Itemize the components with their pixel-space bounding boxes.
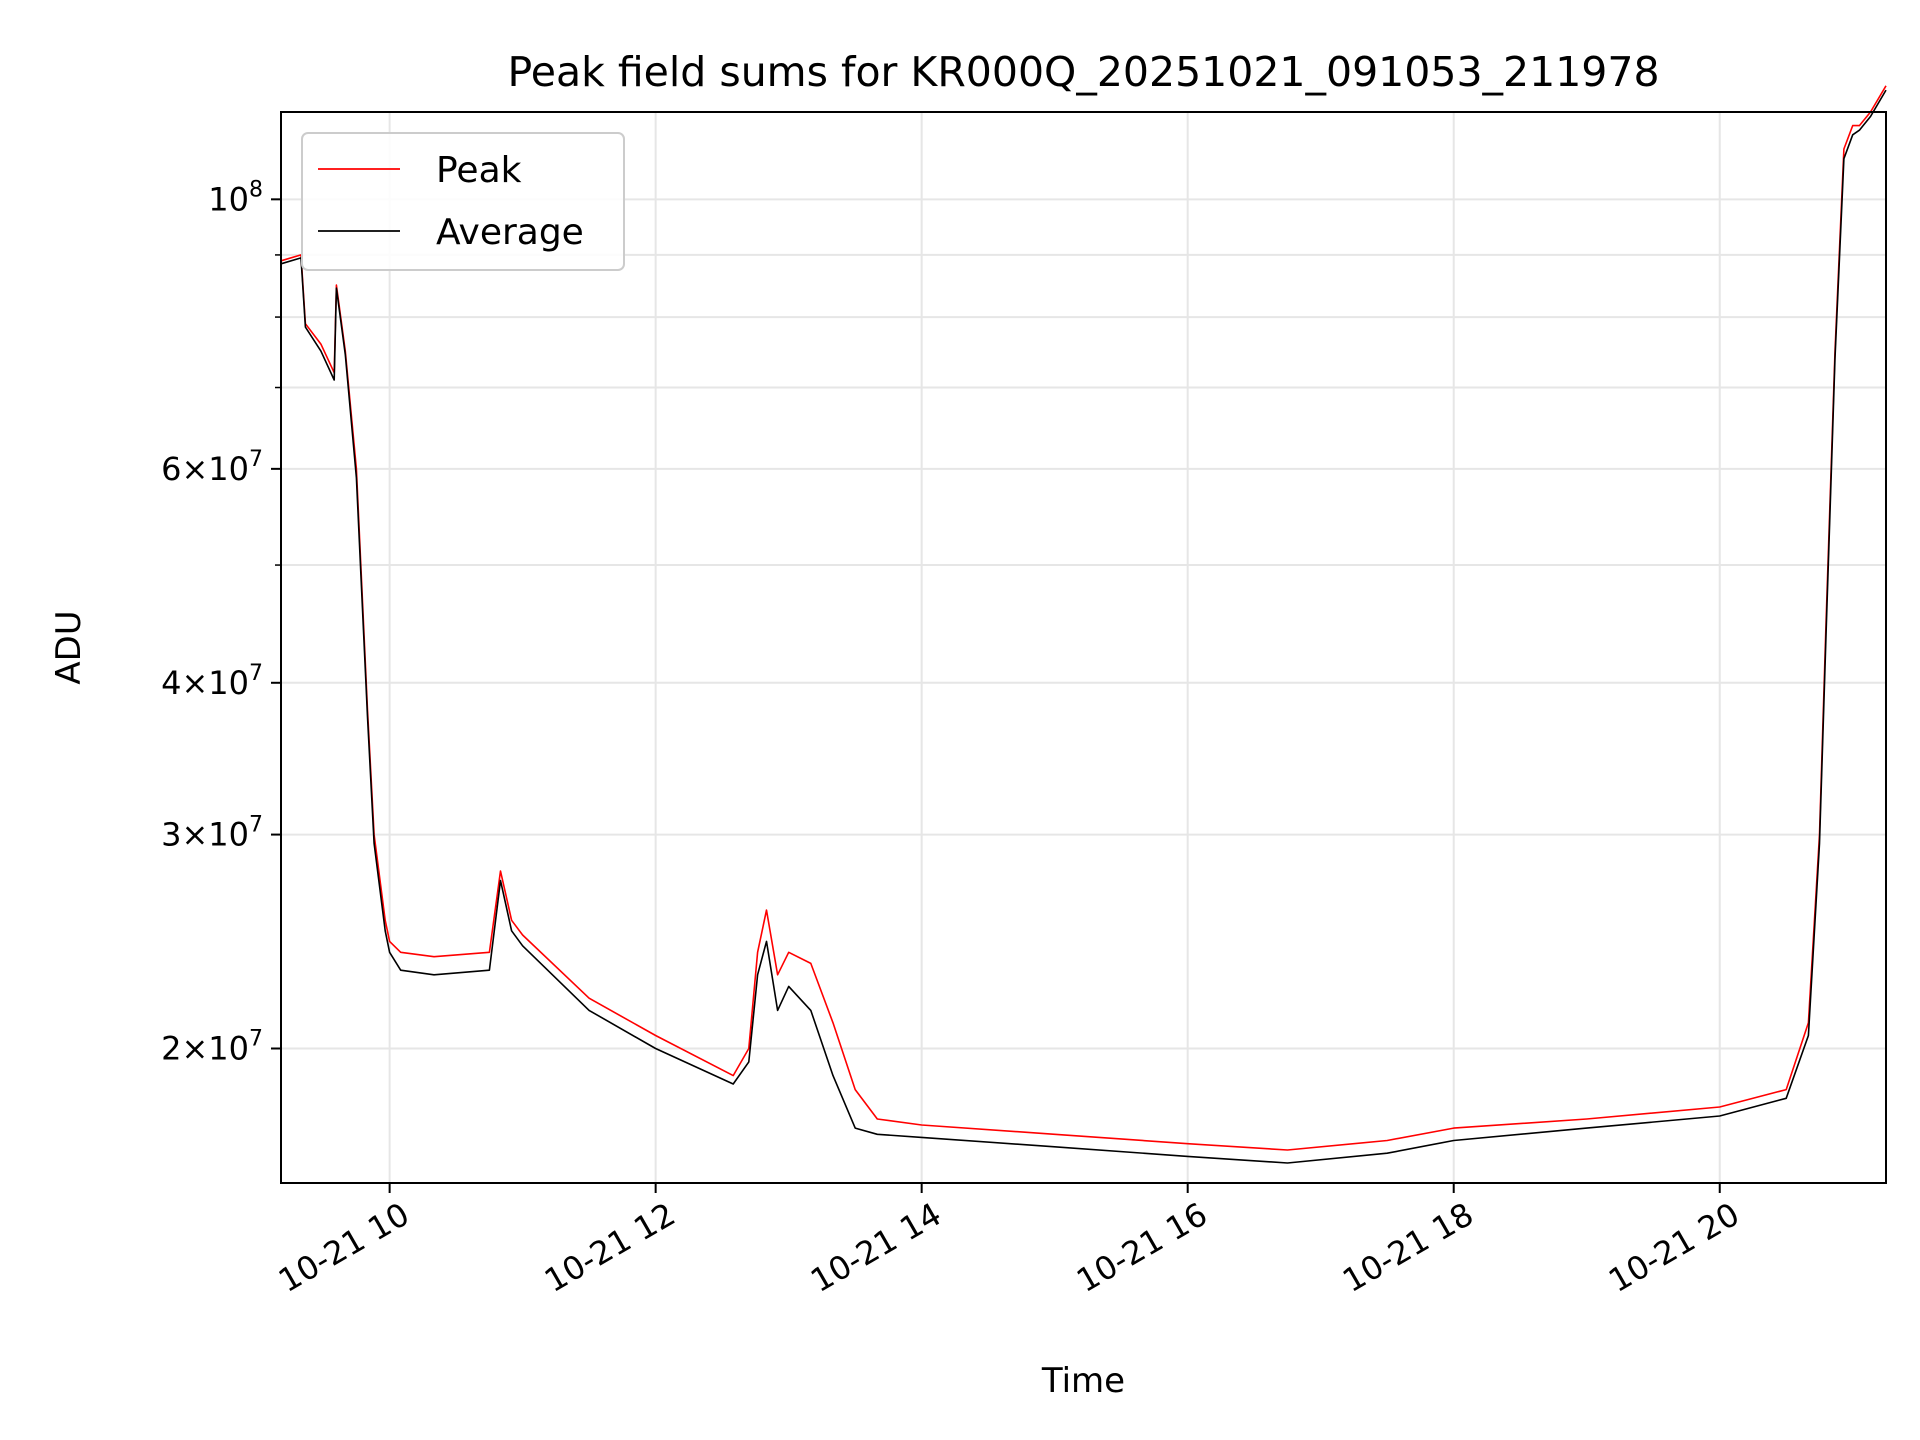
legend: Peak Average xyxy=(301,132,625,271)
y-tick-label: 108 xyxy=(208,177,263,218)
y-tick-label: 3×107 xyxy=(161,813,263,854)
legend-box xyxy=(301,132,625,271)
legend-label-peak: Peak xyxy=(436,150,522,191)
chart-title: Peak field sums for KR000Q_20251021_0910… xyxy=(507,48,1659,96)
y-tick-base: 2 xyxy=(161,1030,181,1068)
y-tick-exponent: 8 xyxy=(249,177,263,202)
y-tick-base: 6 xyxy=(161,450,181,488)
y-tick-times: ×10 xyxy=(181,664,249,702)
y-tick-label: 6×107 xyxy=(161,447,263,488)
y-tick-exponent: 7 xyxy=(249,661,263,686)
y-tick-base: 4 xyxy=(161,664,181,702)
legend-label-average: Average xyxy=(436,212,584,253)
y-tick-exponent: 7 xyxy=(249,813,263,838)
y-tick-label: 4×107 xyxy=(161,661,263,702)
y-tick-exponent: 7 xyxy=(249,1027,263,1052)
x-axis-title: Time xyxy=(1041,1361,1125,1401)
y-tick-times: ×10 xyxy=(181,816,249,854)
y-axis-title: ADU xyxy=(49,610,89,684)
y-tick-base: 3 xyxy=(161,816,181,854)
y-tick-label: 2×107 xyxy=(161,1027,263,1068)
series-line-average xyxy=(280,89,1887,1164)
y-tick-ten: 10 xyxy=(208,180,249,218)
y-tick-times: ×10 xyxy=(181,450,249,488)
y-tick-exponent: 7 xyxy=(249,447,263,472)
y-tick-times: ×10 xyxy=(181,1030,249,1068)
series-layer xyxy=(280,85,1887,1164)
plot-frame xyxy=(280,111,1887,1184)
